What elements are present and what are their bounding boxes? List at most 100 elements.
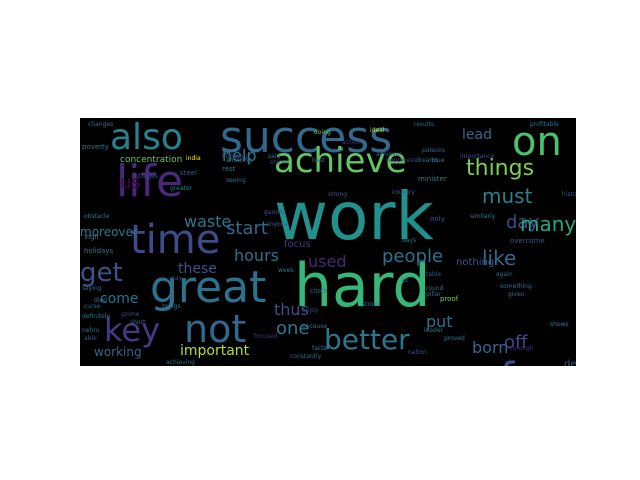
word: saying: [82, 285, 102, 292]
word: for: [500, 358, 555, 366]
word: dreams: [416, 157, 439, 164]
word: one: [276, 318, 310, 339]
word: enjoy: [302, 307, 319, 314]
word: strong: [328, 191, 348, 198]
word: rest: [222, 165, 236, 173]
word: put: [426, 312, 453, 331]
word: determination: [564, 359, 576, 367]
word: shows: [550, 321, 569, 328]
word: start: [226, 218, 268, 239]
word: said: [268, 153, 281, 160]
word: off: [504, 332, 528, 353]
word: achiever: [376, 151, 402, 158]
word: pillar: [426, 291, 441, 298]
word: pt: [402, 277, 409, 284]
word: results: [414, 121, 435, 128]
word: palaces: [422, 147, 445, 154]
word: proved: [444, 335, 465, 342]
word: overcome: [510, 237, 545, 245]
word: obstacle: [84, 213, 110, 220]
word: able: [84, 335, 97, 342]
word: minister: [418, 175, 447, 183]
word: history: [562, 191, 576, 198]
word: happiness: [386, 157, 417, 164]
word: seeing: [226, 177, 246, 184]
word: hard: [294, 251, 431, 321]
word: nothing: [456, 257, 495, 268]
word: anyone: [266, 221, 289, 228]
word: waste: [184, 212, 232, 231]
word: great: [150, 262, 267, 313]
word: country: [392, 189, 415, 196]
word: round: [426, 285, 444, 292]
word: way: [170, 275, 183, 282]
word: concentration: [120, 155, 183, 165]
word: nation: [408, 349, 427, 356]
word: work: [274, 178, 434, 255]
word: week: [278, 267, 294, 274]
word: life: [116, 156, 184, 207]
word: short: [130, 319, 146, 326]
word: greater: [170, 185, 193, 192]
word: through: [510, 345, 534, 352]
word: lead: [462, 127, 492, 143]
word: on: [512, 119, 562, 165]
word: achieving: [166, 359, 195, 366]
word: many: [520, 212, 576, 236]
word: facts: [312, 345, 327, 352]
word: also: [110, 118, 183, 158]
word: stroke: [362, 301, 381, 308]
word: best: [312, 157, 325, 164]
word: steel: [180, 169, 197, 177]
word: shines: [270, 159, 290, 166]
word: thus: [274, 300, 309, 319]
word: days: [402, 237, 417, 244]
word: only: [430, 215, 445, 223]
word: constantly: [290, 353, 322, 360]
word: things: [466, 156, 535, 181]
word: achieve: [274, 141, 407, 181]
word: action: [342, 139, 361, 146]
word: importance: [460, 153, 495, 160]
word: ideal: [370, 127, 385, 134]
word: used: [308, 252, 347, 271]
word: died: [94, 297, 107, 304]
word: given: [508, 291, 525, 298]
word: definitely: [82, 313, 111, 320]
word: better: [324, 323, 410, 356]
word: brings: [162, 303, 181, 310]
word: time: [130, 217, 221, 263]
word: similarly: [470, 213, 496, 220]
word: gandhi: [264, 209, 285, 216]
word: focused: [254, 333, 278, 340]
word: us: [120, 172, 141, 193]
word: born: [472, 338, 509, 357]
word: these: [178, 261, 217, 277]
word: clock: [310, 287, 328, 295]
word: success: [220, 118, 393, 163]
word: amazing: [226, 157, 252, 164]
word: poverty: [82, 143, 109, 151]
word: moreover: [80, 225, 138, 239]
word: because: [302, 323, 328, 330]
word: table: [426, 271, 442, 278]
word: hours: [234, 246, 279, 265]
word: ill: [418, 227, 424, 234]
word: holidays: [84, 247, 114, 255]
word: knowing: [222, 153, 248, 160]
word: focus: [284, 239, 311, 250]
word: people: [382, 246, 444, 267]
word: profitable: [530, 121, 559, 128]
word: working: [94, 345, 142, 359]
word: help: [222, 146, 257, 165]
word: cottages: [132, 173, 158, 180]
word: india: [186, 155, 201, 162]
word: like: [482, 246, 517, 270]
word: changes: [88, 121, 114, 128]
word: curse: [84, 303, 101, 310]
word: day: [506, 212, 540, 233]
word: important: [180, 343, 250, 359]
word: again: [496, 271, 513, 278]
word: vigil: [84, 233, 99, 241]
word: prime: [122, 311, 140, 318]
